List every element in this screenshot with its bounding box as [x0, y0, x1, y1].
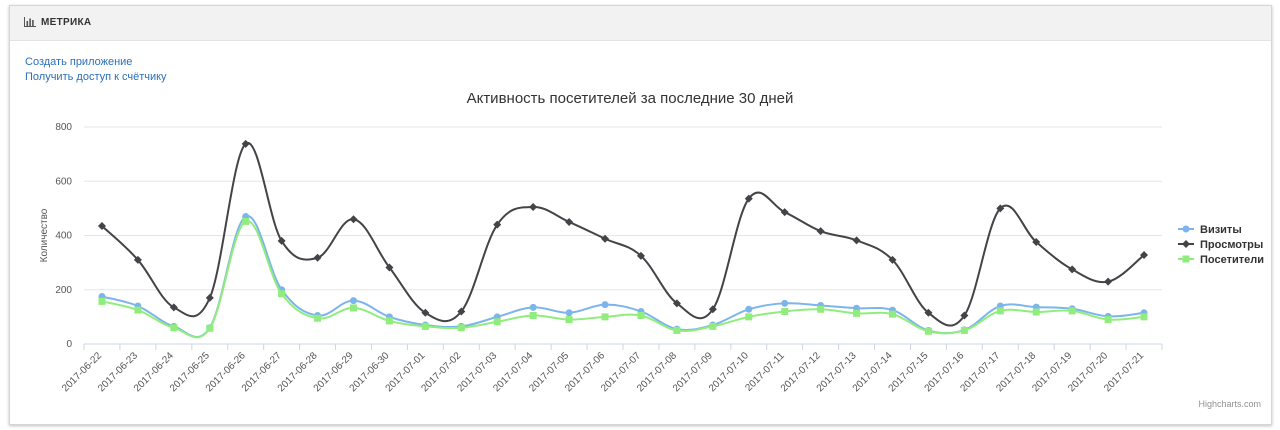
data-point — [349, 215, 358, 224]
data-point — [1032, 308, 1040, 316]
chart-credits[interactable]: Highcharts.com — [1198, 399, 1261, 409]
data-point — [1068, 307, 1076, 315]
data-point — [852, 236, 861, 245]
create-app-link[interactable]: Создать приложение — [25, 56, 133, 68]
data-point — [601, 301, 609, 309]
data-point — [996, 307, 1004, 315]
data-point — [888, 255, 897, 264]
data-point — [98, 297, 106, 305]
data-point — [241, 139, 250, 148]
y-tick-label: 600 — [55, 176, 72, 187]
data-point — [708, 305, 717, 314]
y-axis-label: Количество — [39, 208, 50, 262]
data-point — [853, 309, 861, 317]
series-2 — [98, 217, 1148, 339]
data-point — [313, 253, 322, 262]
data-point — [889, 310, 896, 318]
data-point — [205, 293, 214, 302]
series-1 — [97, 139, 1149, 327]
x-tick-label: 2017-07-21 — [1102, 350, 1146, 394]
data-point — [529, 303, 537, 311]
data-point — [924, 327, 932, 335]
data-point — [242, 217, 250, 225]
bar-chart-icon — [24, 17, 36, 27]
data-point — [170, 324, 178, 332]
data-point — [672, 299, 681, 308]
data-point — [1068, 265, 1077, 274]
data-point — [924, 308, 933, 317]
metrika-panel: МЕТРИКА Создать приложение Получить дост… — [9, 5, 1272, 425]
data-point — [529, 203, 538, 212]
chart-title: Активность посетителей за последние 30 д… — [467, 90, 794, 107]
y-tick-label: 200 — [55, 285, 72, 296]
y-tick-label: 800 — [55, 122, 72, 133]
data-point — [385, 317, 393, 325]
data-point — [421, 322, 429, 330]
data-point — [601, 234, 610, 243]
data-point — [493, 318, 501, 326]
data-point — [97, 222, 106, 231]
data-point — [134, 306, 142, 314]
data-point — [1032, 238, 1041, 247]
data-point — [457, 307, 466, 316]
data-point — [350, 304, 357, 312]
data-point — [1104, 316, 1112, 324]
data-point — [996, 204, 1005, 213]
data-point — [385, 263, 394, 272]
legend-item-label[interactable]: Визиты — [1200, 224, 1242, 236]
data-point — [781, 307, 789, 315]
data-point — [565, 309, 573, 317]
data-point — [744, 194, 753, 203]
data-point — [1140, 313, 1148, 321]
data-point — [133, 255, 142, 264]
legend-item-label[interactable]: Посетители — [1200, 254, 1264, 266]
y-tick-label: 0 — [66, 339, 72, 350]
data-point — [169, 303, 178, 312]
data-point — [637, 312, 645, 320]
data-point — [277, 236, 286, 245]
data-point — [350, 297, 357, 305]
legend-marker — [1182, 240, 1190, 248]
data-point — [745, 313, 753, 321]
panel-title: МЕТРИКА — [41, 17, 92, 28]
data-point — [457, 324, 465, 332]
data-point — [493, 220, 502, 229]
data-point — [960, 311, 969, 320]
data-point — [636, 251, 645, 260]
y-tick-label: 400 — [55, 231, 72, 242]
data-point — [421, 308, 430, 317]
series-line — [101, 142, 1145, 327]
data-point — [1140, 251, 1149, 260]
data-point — [529, 312, 537, 320]
data-point — [565, 217, 574, 226]
links-block: Создать приложение Получить доступ к счё… — [25, 55, 167, 85]
data-point — [816, 227, 825, 236]
data-point — [565, 316, 573, 324]
data-point — [278, 290, 286, 298]
legend-marker — [1182, 225, 1190, 233]
data-point — [206, 324, 214, 332]
data-point — [709, 322, 717, 330]
data-point — [781, 299, 789, 307]
legend-item-label[interactable]: Просмотры — [1200, 239, 1263, 251]
data-point — [780, 208, 789, 217]
panel-header: МЕТРИКА — [10, 6, 1271, 41]
data-point — [960, 326, 968, 334]
data-point — [673, 326, 681, 334]
legend-marker — [1182, 255, 1190, 263]
data-point — [601, 313, 609, 321]
data-point — [314, 314, 322, 322]
get-counter-access-link[interactable]: Получить доступ к счётчику — [25, 71, 167, 83]
data-point — [817, 305, 825, 313]
data-point — [745, 305, 753, 313]
data-point — [1104, 277, 1113, 286]
